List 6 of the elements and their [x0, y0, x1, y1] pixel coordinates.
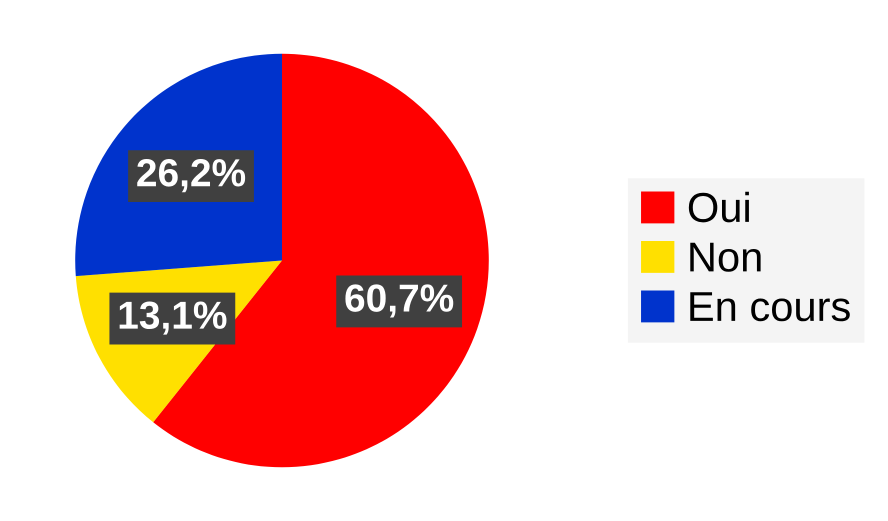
data-label: 60,7%	[345, 284, 454, 318]
data-label: 26,2%	[137, 159, 246, 192]
data-label: 13,1%	[120, 301, 226, 335]
legend-label: Oui	[688, 192, 749, 222]
legend-label: Non	[690, 242, 761, 272]
legend-label: En cours	[690, 292, 850, 322]
